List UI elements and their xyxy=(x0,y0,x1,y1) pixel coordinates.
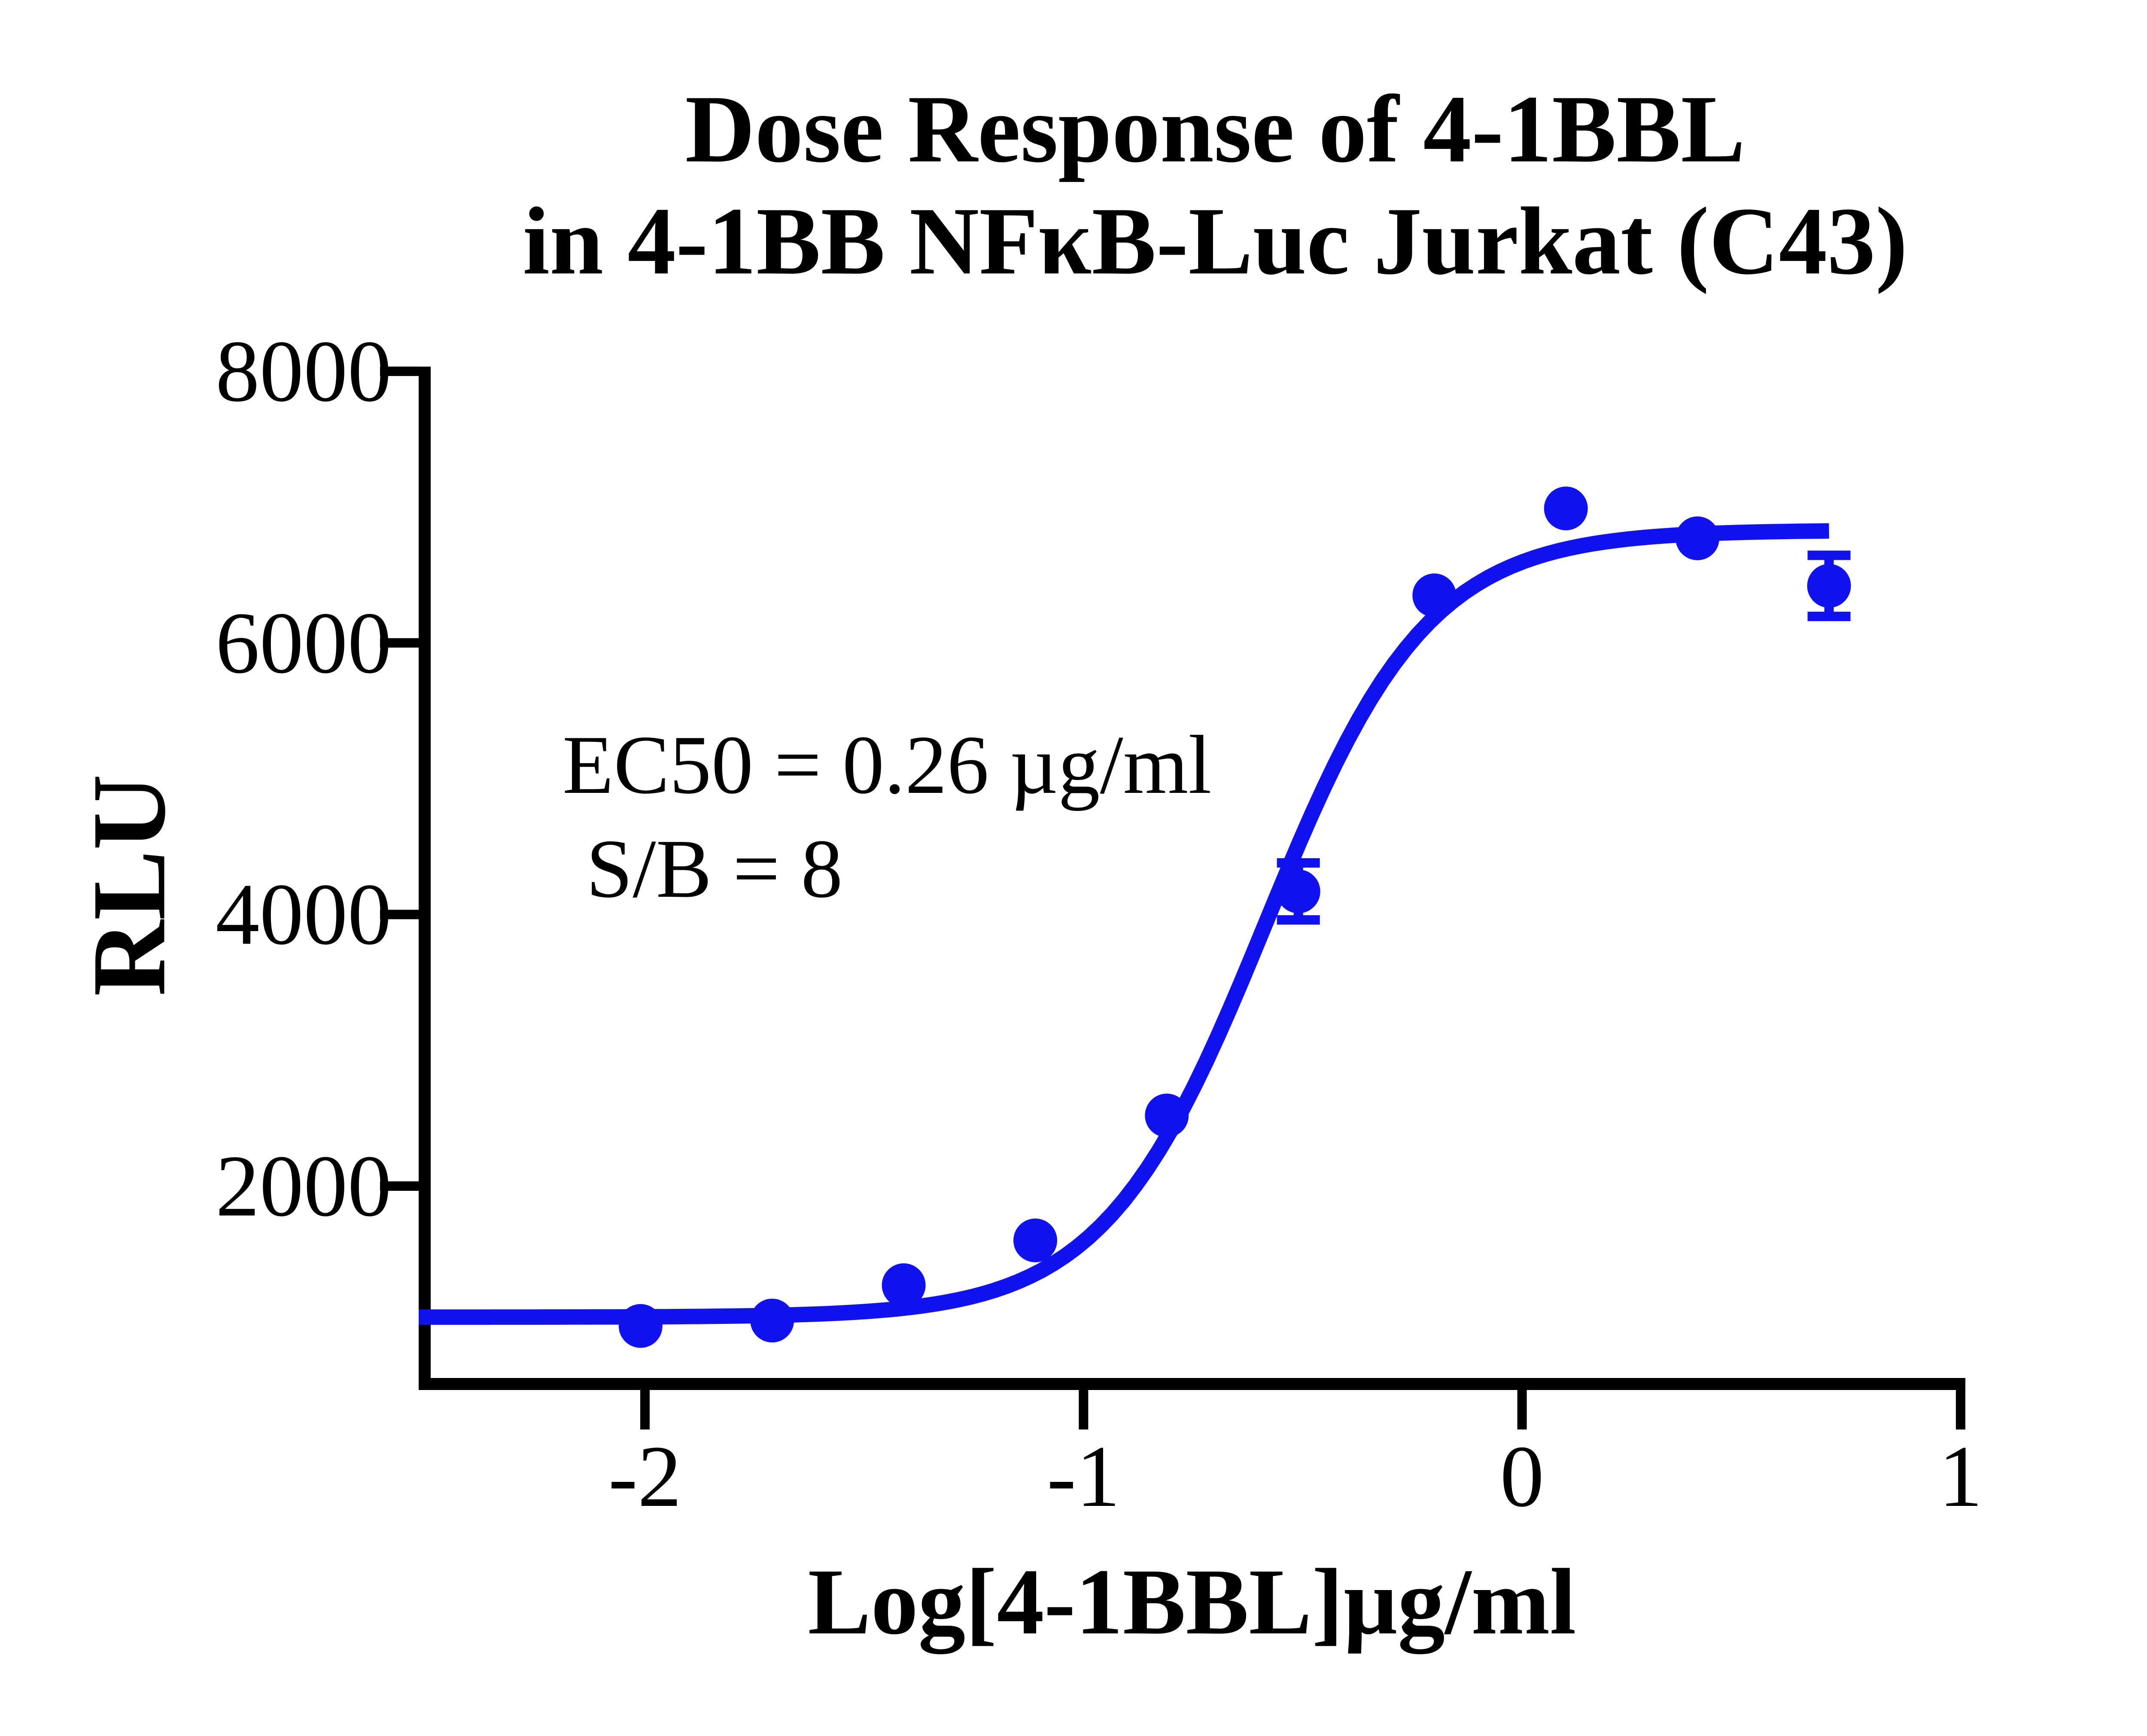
x-tick xyxy=(1955,1390,1965,1429)
y-tick xyxy=(380,910,419,920)
fit-curve xyxy=(419,523,1829,1325)
data-point xyxy=(1276,869,1320,914)
data-point xyxy=(1676,516,1720,560)
chart-title: Dose Response of 4-1BBL in 4-1BB NFκB-Lu… xyxy=(523,73,1907,297)
x-axis-spine xyxy=(419,1378,1965,1390)
data-point xyxy=(1544,486,1588,531)
data-points xyxy=(618,486,1851,1348)
data-point xyxy=(1412,573,1457,617)
y-tick xyxy=(380,1181,419,1191)
y-tick-label: 2000 xyxy=(216,1137,392,1235)
axes xyxy=(380,366,1965,1429)
annotation-ec50: EC50 = 0.26 µg/ml xyxy=(563,719,1212,811)
chart-title-line1: Dose Response of 4-1BBL xyxy=(685,75,1746,182)
y-tick xyxy=(380,366,419,376)
x-tick xyxy=(640,1390,650,1429)
x-axis-title: Log[4-1BBL]µg/ml xyxy=(808,1549,1576,1654)
error-bars xyxy=(1277,550,1851,925)
y-tick-label: 6000 xyxy=(216,594,392,692)
data-point xyxy=(618,1304,663,1348)
y-tick-label: 8000 xyxy=(216,322,392,420)
error-bar-cap xyxy=(1807,550,1851,560)
annotation-signal-to-background: S/B = 8 xyxy=(586,822,843,915)
data-point xyxy=(750,1299,794,1343)
data-point xyxy=(1807,564,1851,608)
data-point xyxy=(1013,1218,1057,1263)
x-tick-label: -1 xyxy=(1046,1428,1120,1525)
error-bar-cap xyxy=(1277,858,1320,868)
y-axis-spine xyxy=(419,367,431,1390)
chart-title-line2: in 4-1BB NFκB-Luc Jurkat (C43) xyxy=(523,187,1908,294)
data-point xyxy=(1145,1093,1189,1138)
error-bar-cap xyxy=(1277,915,1320,925)
x-tick xyxy=(1079,1390,1089,1429)
x-tick xyxy=(1517,1390,1527,1429)
x-tick-label: 1 xyxy=(1938,1428,1983,1525)
y-tick xyxy=(380,638,419,648)
x-tick-label: 0 xyxy=(1500,1428,1544,1525)
error-bar-cap xyxy=(1807,611,1851,621)
data-point xyxy=(882,1263,926,1307)
x-tick-label: -2 xyxy=(608,1428,682,1525)
y-tick-label: 4000 xyxy=(216,865,392,963)
